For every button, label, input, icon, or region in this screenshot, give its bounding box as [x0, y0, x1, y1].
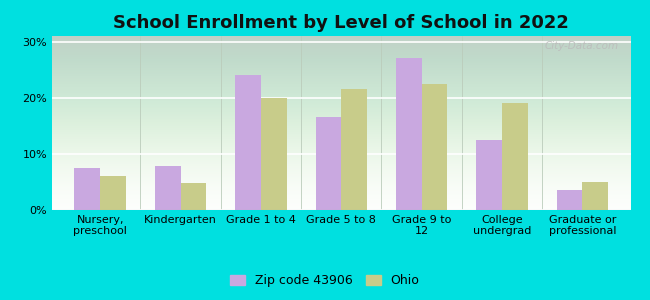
Bar — [422, 84, 447, 210]
Bar — [155, 166, 181, 210]
Bar — [235, 75, 261, 210]
Text: City-Data.com: City-Data.com — [545, 41, 619, 51]
Bar — [582, 182, 608, 210]
Bar — [75, 168, 100, 210]
Bar — [315, 117, 341, 210]
Title: School Enrollment by Level of School in 2022: School Enrollment by Level of School in … — [113, 14, 569, 32]
Bar — [181, 183, 206, 210]
Legend: Zip code 43906, Ohio: Zip code 43906, Ohio — [227, 270, 423, 291]
Bar — [396, 58, 422, 210]
Bar — [476, 140, 502, 210]
Bar — [100, 176, 126, 210]
Bar — [556, 190, 582, 210]
Bar — [341, 89, 367, 210]
Bar — [502, 103, 528, 210]
Bar — [261, 98, 287, 210]
